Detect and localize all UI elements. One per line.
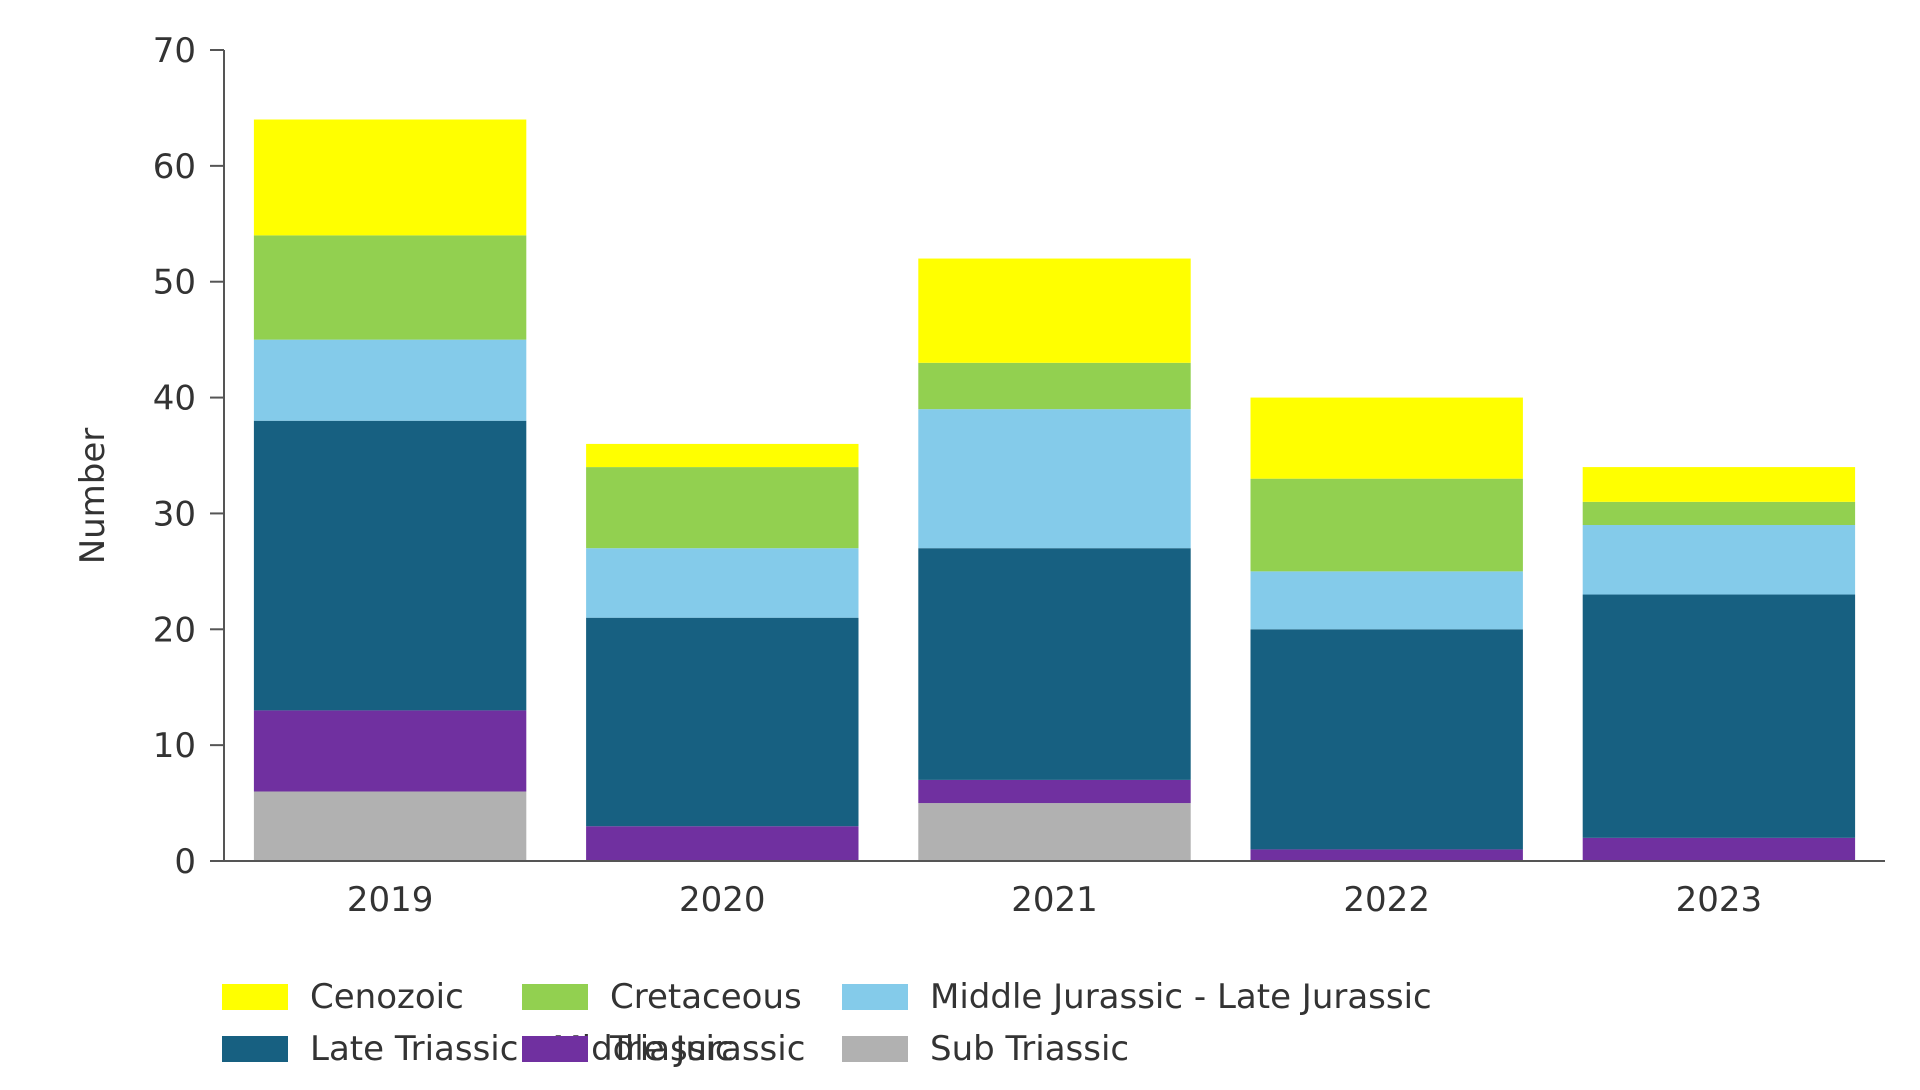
legend-item-sub-triassic: Sub Triassic	[842, 1024, 1129, 1074]
legend-swatch	[842, 1036, 908, 1062]
legend-label: Middle Jurassic - Late Jurassic	[930, 977, 1432, 1017]
bar-segment-2021-middle-jurassic-late-jurassic	[918, 409, 1191, 549]
y-tick-label: 10	[153, 726, 196, 766]
legend-swatch	[522, 984, 588, 1010]
bar-segment-2019-cretaceous	[253, 235, 527, 340]
y-ticks-group: 0 10 20 30 40 50 60 70	[153, 31, 224, 882]
legend-label: Cenozoic	[310, 977, 464, 1017]
bar-segment-2023-middle-jurassic-late-jurassic	[1582, 525, 1856, 595]
bar-segment-2021-late-triassic-middle-jurassic	[918, 548, 1191, 780]
y-tick-label: 0	[174, 842, 196, 882]
legend-label: Sub Triassic	[930, 1029, 1130, 1069]
legend: Cenozoic Cretaceous Middle Jurassic - Late…	[222, 972, 1722, 1082]
bar-segment-2020-middle-jurassic-late-jurassic	[586, 548, 859, 618]
bar-segment-2023-late-triassic-middle-jurassic	[1582, 594, 1856, 838]
legend-item-cenozoic: Cenozoic	[222, 972, 464, 1022]
legend-label: Triassic	[610, 1029, 734, 1069]
bar-segment-2022-late-triassic-middle-jurassic	[1250, 629, 1523, 850]
x-tick-label: 2020	[679, 880, 766, 920]
legend-item-middle-jurassic-late-jurassic: Middle Jurassic - Late Jurassic	[842, 972, 1432, 1022]
bar-segment-2021-cenozoic	[918, 258, 1191, 363]
bar-segment-2021-cretaceous	[918, 362, 1191, 410]
legend-swatch	[522, 1036, 588, 1062]
bar-segment-2019-cenozoic	[253, 119, 527, 236]
bar-segment-2023-cretaceous	[1582, 501, 1856, 526]
bar-segment-2022-cretaceous	[1250, 478, 1523, 572]
bar-segment-2019-late-triassic-middle-jurassic	[253, 420, 527, 711]
legend-swatch	[222, 1036, 288, 1062]
axes-group	[223, 50, 1885, 862]
x-tick-label: 2022	[1343, 880, 1430, 920]
x-tick-label: 2021	[1011, 880, 1098, 920]
bar-segment-2019-middle-jurassic-late-jurassic	[253, 339, 527, 421]
bar-segment-2019-triassic	[253, 710, 527, 792]
x-tick-label: 2019	[347, 880, 434, 920]
legend-swatch	[842, 984, 908, 1010]
y-tick-label: 30	[153, 494, 196, 534]
bar-segment-2021-sub-triassic	[918, 803, 1191, 861]
bar-segment-2021-triassic	[918, 779, 1191, 804]
bar-segment-2022-middle-jurassic-late-jurassic	[1250, 571, 1523, 630]
bar-segment-2023-cenozoic	[1582, 467, 1856, 502]
bar-segment-2022-cenozoic	[1250, 397, 1523, 479]
bar-segment-2019-sub-triassic	[253, 791, 527, 861]
y-tick-label: 60	[153, 147, 196, 187]
legend-swatch	[222, 984, 288, 1010]
legend-item-cretaceous: Cretaceous	[522, 972, 802, 1022]
bar-segment-2020-cenozoic	[586, 443, 859, 468]
bars-group	[253, 119, 1856, 861]
bar-segment-2020-late-triassic-middle-jurassic	[586, 617, 859, 827]
bar-segment-2023-triassic	[1582, 837, 1856, 861]
y-tick-label: 50	[153, 263, 196, 303]
x-tick-label: 2023	[1676, 880, 1763, 920]
bar-segment-2020-cretaceous	[586, 467, 859, 549]
legend-label: Cretaceous	[610, 977, 802, 1017]
y-tick-label: 40	[153, 379, 196, 419]
bar-segment-2022-triassic	[1250, 849, 1523, 861]
x-labels-group: 2019 2020 2021 2022 2023	[347, 880, 1762, 920]
y-tick-label: 70	[153, 31, 196, 71]
y-axis-title: Number	[73, 428, 113, 565]
y-tick-label: 20	[153, 610, 196, 650]
bar-segment-2020-triassic	[586, 826, 859, 861]
legend-item-triassic: Triassic	[522, 1024, 734, 1074]
